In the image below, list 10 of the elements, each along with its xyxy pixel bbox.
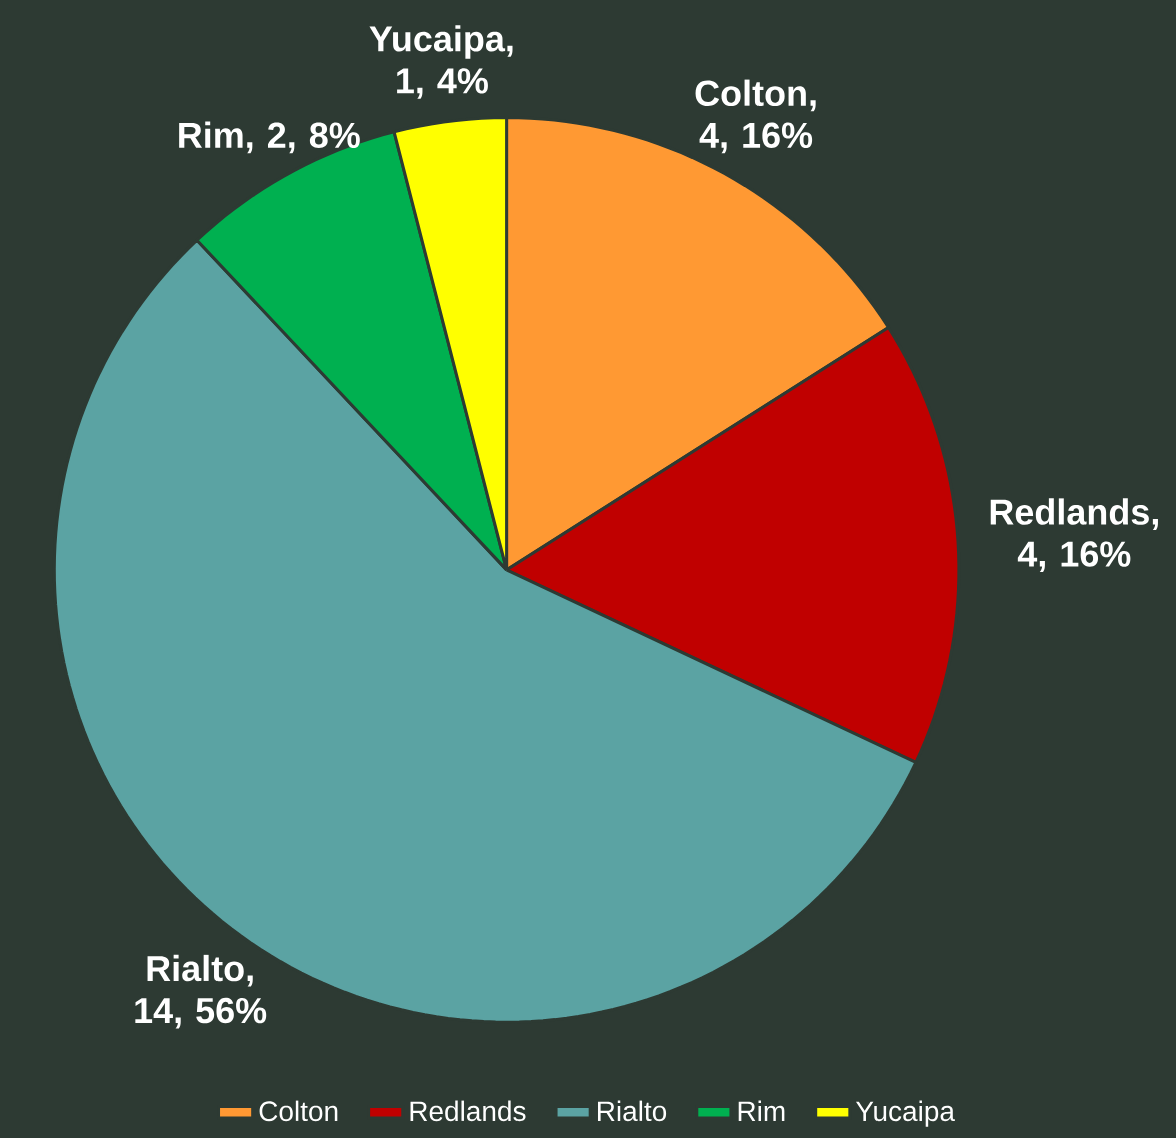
legend-label: Redlands	[410, 1100, 526, 1122]
legend-label: Rialto	[597, 1100, 667, 1122]
legend-label: Rim	[738, 1100, 785, 1121]
data-label: Yucaipa, 1, 4%	[369, 25, 513, 99]
data-label: Rim, 2, 8%	[179, 121, 360, 154]
legend-label: Yucaipa	[855, 1100, 955, 1127]
legend-label: Colton	[259, 1100, 338, 1122]
data-label: Colton, 4, 16%	[695, 79, 816, 154]
data-label: Rialto, 14, 56%	[135, 954, 267, 1029]
data-label: Redlands, 4, 16%	[990, 498, 1158, 573]
